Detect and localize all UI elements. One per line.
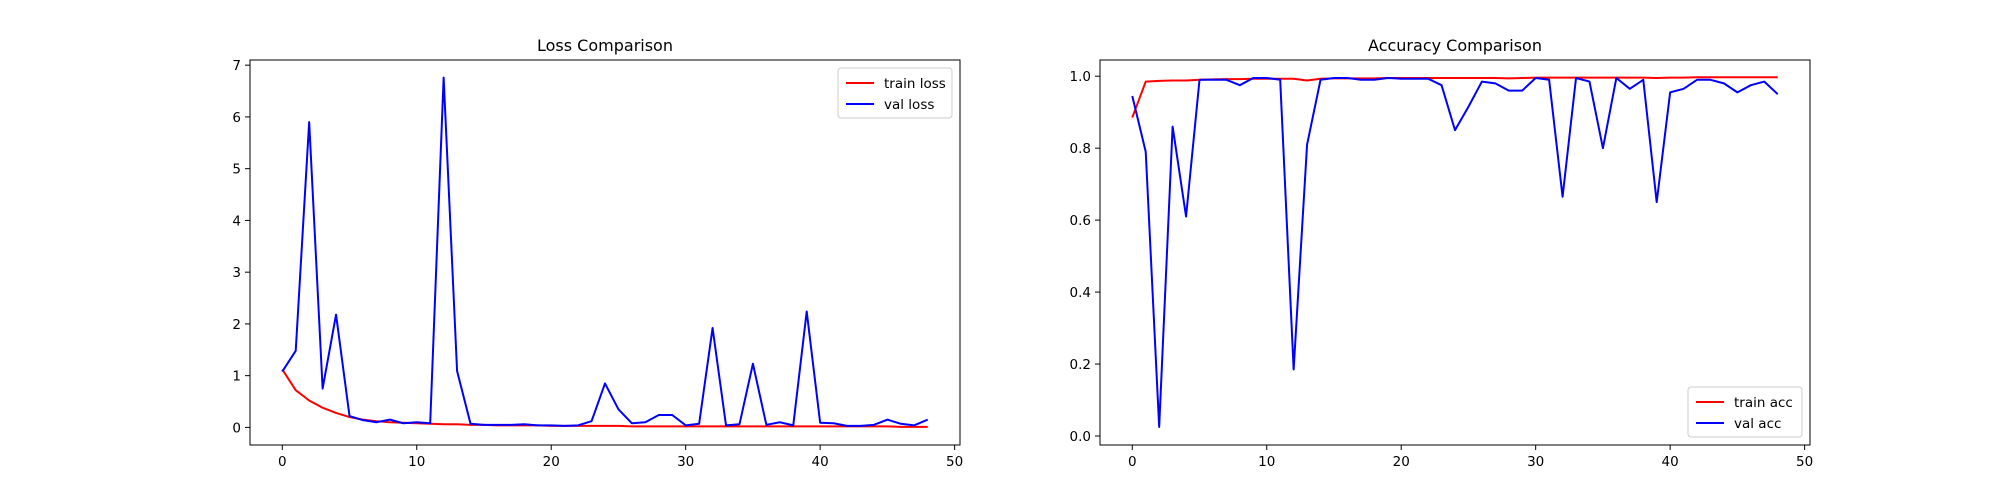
y-tick-label: 0.6 [1070, 213, 1091, 229]
y-tick-label: 7 [232, 58, 241, 74]
y-tick-label: 0.0 [1070, 429, 1091, 445]
legend-box [837, 67, 953, 119]
y-tick-label: 1.0 [1070, 69, 1091, 85]
x-tick-label: 30 [1527, 454, 1544, 470]
x-tick-label: 20 [543, 454, 560, 470]
y-tick-label: 4 [232, 213, 241, 229]
x-tick-label: 50 [946, 454, 963, 470]
accuracy-chart-panel: Accuracy Comparison 0 10 20 30 40 50 0.0 0.2 0.4 0… [1070, 36, 1814, 470]
y-tick-label: 1 [232, 369, 241, 385]
y-tick-label: 2 [232, 317, 241, 333]
series-line-val-loss [281, 76, 929, 427]
legend-label: val loss [884, 97, 934, 113]
x-tick-label: 30 [677, 454, 694, 470]
plot-frame [1099, 59, 1811, 446]
x-tick-label: 10 [1258, 454, 1275, 470]
legend-label: train loss [884, 76, 946, 92]
x-tick-label: 50 [1796, 454, 1813, 470]
x-tick-label: 0 [278, 454, 287, 470]
y-tick-label: 0.4 [1070, 285, 1091, 301]
x-tick-label: 0 [1128, 454, 1137, 470]
y-tick-label: 0 [232, 420, 241, 436]
legend: train loss val loss [837, 67, 953, 119]
series-line-train-acc [1131, 76, 1778, 118]
y-tick-label: 0.8 [1070, 141, 1091, 157]
legend-box [1687, 386, 1803, 438]
loss-chart-panel: Loss Comparison 0 10 20 30 40 50 0 1 2 3 4 5 6 7 train … [232, 36, 963, 470]
chart-title: Accuracy Comparison [1368, 36, 1542, 55]
legend-label: val acc [1734, 416, 1781, 432]
series-line-train-loss [281, 368, 928, 428]
legend: train acc val acc [1687, 386, 1803, 438]
y-tick-label: 3 [232, 265, 241, 281]
y-tick-label: 6 [232, 110, 241, 126]
chart-title: Loss Comparison [537, 36, 673, 55]
x-tick-label: 10 [408, 454, 425, 470]
legend-label: train acc [1734, 395, 1793, 411]
x-tick-label: 40 [1662, 454, 1679, 470]
x-tick-label: 20 [1393, 454, 1410, 470]
y-tick-label: 5 [232, 162, 241, 178]
series-line-val-acc [1131, 76, 1779, 429]
y-tick-label: 0.2 [1070, 357, 1091, 373]
x-tick-label: 40 [812, 454, 829, 470]
plot-frame [249, 59, 961, 446]
